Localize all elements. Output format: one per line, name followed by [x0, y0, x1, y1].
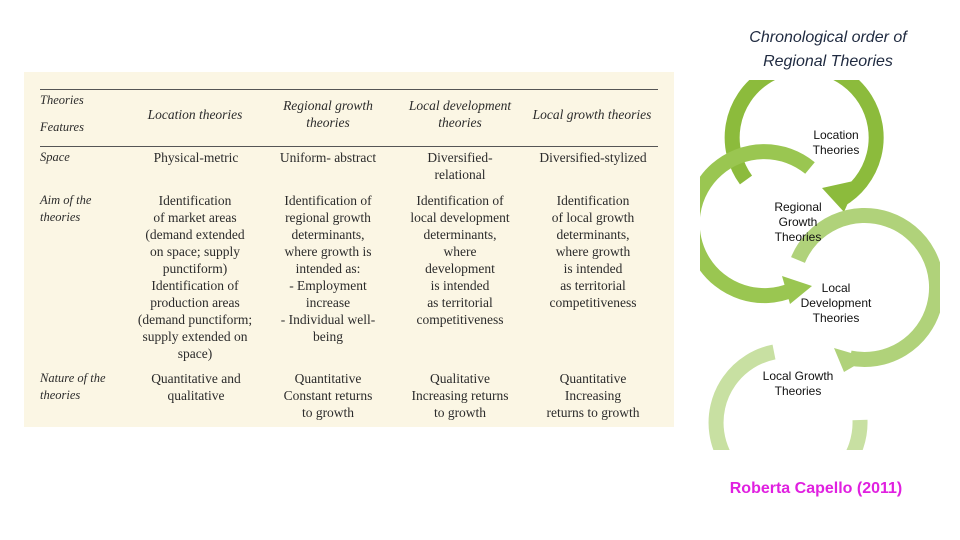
chronology-diagram [700, 80, 940, 450]
row-feature-nature: Nature of the theories [40, 371, 106, 402]
table-top-rule [40, 89, 658, 90]
table-header-rule [40, 146, 658, 147]
table-cell: Identification of local development dete… [410, 193, 510, 327]
stage-ring-local-development [791, 208, 940, 367]
table-cell: Identification of local growth determina… [549, 193, 637, 310]
column-header-local-development: Local development theories [408, 98, 512, 130]
column-header-regional-growth: Regional growth theories [283, 98, 373, 130]
stage-label-regional-growth: Regional Growth Theories [774, 200, 822, 244]
diagram-title: Chronological order of Regional Theories [749, 29, 907, 70]
stage-ring-location [724, 80, 884, 207]
table-cell: Uniform- abstract [279, 150, 377, 165]
header-features-label: Features [40, 120, 84, 134]
table-cell: Quantitative Constant returns to growth [283, 371, 373, 420]
table-cell: Qualitative Increasing returns to growth [411, 371, 509, 420]
stage-label-local-development: Local Development Theories [800, 281, 872, 325]
table-cell: Quantitative and qualitative [151, 371, 241, 403]
theories-table: Theories Features Location theories Regi… [24, 72, 674, 427]
citation: Roberta Capello (2011) [729, 480, 903, 497]
header-theories-label: Theories [40, 93, 84, 107]
row-feature-aim: Aim of the theories [40, 193, 92, 224]
table-cell: Quantitative Increasing returns to growt… [546, 371, 640, 420]
row-feature-space: Space [40, 150, 70, 164]
table-cell: Physical-metric [153, 150, 239, 165]
stage-ring-regional-growth [700, 144, 815, 304]
arrow-head-regional-growth [782, 276, 812, 304]
table-cell: Diversified- relational [427, 150, 493, 182]
stage-label-location: Location Theories [812, 128, 860, 157]
table-cell: Identification of market areas (demand e… [137, 193, 253, 361]
stage-ring-local-growth [708, 344, 868, 450]
column-header-local-growth: Local growth theories [532, 107, 652, 122]
stage-label-local-growth: Local Growth Theories [762, 369, 834, 398]
arrow-head-local-development [834, 348, 868, 372]
column-header-location: Location theories [147, 107, 243, 122]
arrow-head-location [822, 180, 858, 212]
table-cell: Identification of regional growth determ… [280, 193, 376, 344]
table-cell: Diversified-stylized [539, 150, 647, 165]
